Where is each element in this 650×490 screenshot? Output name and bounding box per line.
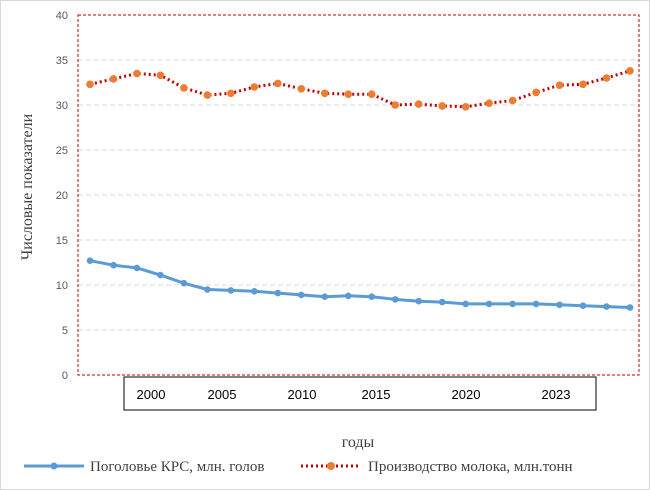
y-tick-label: 15 <box>56 235 68 247</box>
data-point-milk <box>156 71 165 80</box>
data-point-cattle <box>110 261 117 269</box>
legend-marker-milk <box>327 462 335 470</box>
data-point-milk <box>414 100 423 108</box>
data-point-cattle <box>251 288 258 295</box>
y-axis-title: Числовые показатели <box>19 113 36 260</box>
data-point-cattle <box>157 271 164 279</box>
data-point-cattle <box>133 264 141 272</box>
data-point-cattle <box>438 298 446 306</box>
x-axis-label-box <box>123 376 597 411</box>
data-point-milk <box>626 67 634 75</box>
data-point-cattle <box>180 279 188 287</box>
gridlines <box>78 59 639 331</box>
x-tick-label: 2010 <box>288 387 317 402</box>
x-tick-label: 2015 <box>362 387 391 402</box>
y-axis-ticks: 0 5 10 15 20 25 30 35 40 <box>56 10 68 382</box>
legend: Поголовье КРС, млн. голов Производство м… <box>24 459 573 475</box>
y-tick-label: 30 <box>56 100 68 112</box>
data-point-cattle <box>344 292 352 300</box>
data-point-milk <box>461 103 470 111</box>
data-point-milk <box>203 91 212 99</box>
data-point-milk <box>320 89 329 98</box>
data-point-cattle <box>626 304 634 311</box>
plot-area-border <box>77 14 640 376</box>
x-tick-label: 2023 <box>542 387 571 402</box>
y-tick-label: 5 <box>62 325 68 337</box>
y-tick-label: 10 <box>56 280 68 292</box>
data-point-cattle <box>227 287 235 294</box>
x-axis-ticks: 2000 2005 2010 2015 2020 2023 <box>137 387 571 402</box>
data-point-milk <box>485 99 493 107</box>
data-point-milk <box>86 80 94 89</box>
data-point-cattle <box>485 300 493 308</box>
series-1 <box>86 67 634 111</box>
data-point-milk <box>438 102 446 110</box>
y-tick-label: 35 <box>56 55 68 67</box>
data-point-cattle <box>368 293 376 301</box>
series-0 <box>86 257 634 311</box>
data-point-cattle <box>415 297 422 305</box>
data-point-cattle <box>556 301 563 309</box>
x-tick-label: 2020 <box>452 387 481 402</box>
data-point-cattle <box>86 257 94 265</box>
legend-marker-cattle <box>50 462 58 470</box>
data-point-cattle <box>391 296 399 303</box>
series-layer <box>86 67 634 311</box>
data-point-milk <box>602 74 611 82</box>
data-point-milk <box>532 88 540 97</box>
data-point-cattle <box>298 291 305 299</box>
legend-item-milk: Производство молока, млн.тонн <box>301 459 573 475</box>
data-point-milk <box>180 84 188 92</box>
data-point-cattle <box>321 293 329 301</box>
data-point-milk <box>367 90 376 98</box>
data-point-milk <box>274 79 282 88</box>
data-point-cattle <box>579 302 587 310</box>
data-point-cattle <box>603 303 610 310</box>
data-point-milk <box>344 90 353 98</box>
data-point-cattle <box>462 300 469 308</box>
data-point-milk <box>579 80 587 89</box>
y-tick-label: 40 <box>56 10 68 22</box>
data-point-milk <box>391 101 400 109</box>
legend-label-milk: Производство молока, млн.тонн <box>368 459 573 475</box>
legend-label-cattle: Поголовье КРС, млн. голов <box>90 459 264 475</box>
data-point-cattle <box>274 289 282 297</box>
x-tick-label: 2000 <box>137 387 166 402</box>
series-line-cattle <box>89 259 631 309</box>
data-point-milk <box>250 83 259 91</box>
data-point-milk <box>508 96 517 105</box>
legend-item-cattle: Поголовье КРС, млн. голов <box>24 459 264 475</box>
data-point-cattle <box>509 300 516 308</box>
data-point-milk <box>109 75 118 83</box>
data-point-milk <box>297 85 306 93</box>
x-axis-title: годы <box>342 434 375 451</box>
data-point-milk <box>133 69 141 78</box>
y-tick-label: 0 <box>62 370 68 382</box>
data-point-cattle <box>532 300 540 308</box>
x-tick-label: 2005 <box>208 387 237 402</box>
data-point-cattle <box>204 286 211 293</box>
data-point-milk <box>555 81 564 89</box>
y-tick-label: 20 <box>56 190 68 202</box>
data-point-milk <box>227 89 235 98</box>
y-tick-label: 25 <box>56 145 68 157</box>
